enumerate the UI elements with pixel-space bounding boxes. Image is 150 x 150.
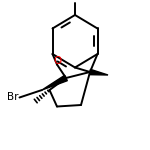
Text: Br: Br <box>6 93 18 102</box>
Polygon shape <box>90 69 108 75</box>
Text: O: O <box>54 56 62 66</box>
Polygon shape <box>42 75 67 90</box>
